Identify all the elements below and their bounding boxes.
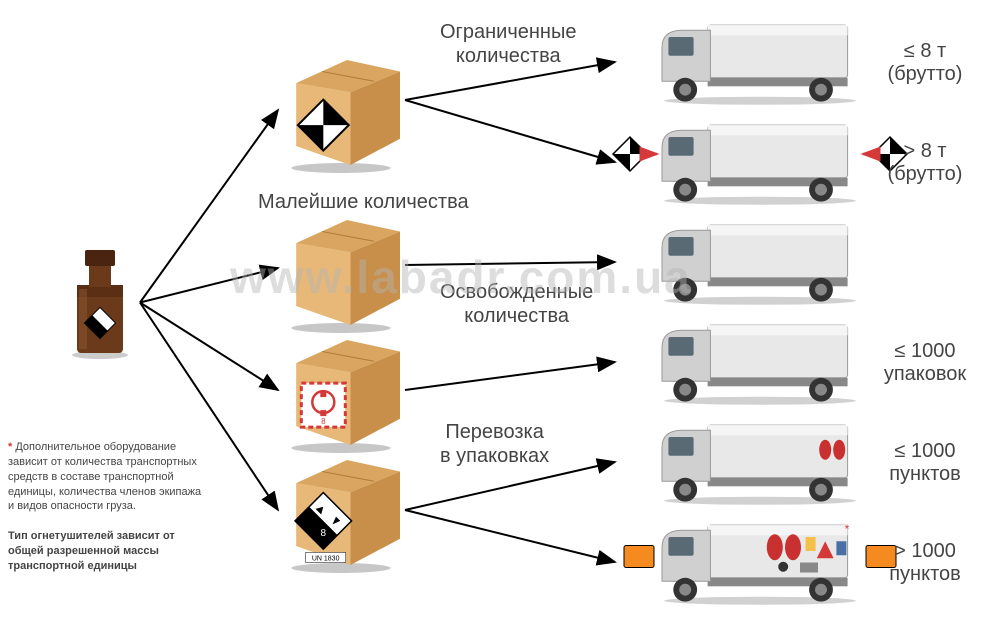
footnote-p2: Тип огнетушителей зависит от общей разре… xyxy=(8,530,175,572)
footnote: * Дополнительное оборудование зависит от… xyxy=(8,440,208,574)
footnote-star: * xyxy=(8,441,12,453)
footnote-p1: Дополнительное оборудование зависит от к… xyxy=(8,441,201,512)
